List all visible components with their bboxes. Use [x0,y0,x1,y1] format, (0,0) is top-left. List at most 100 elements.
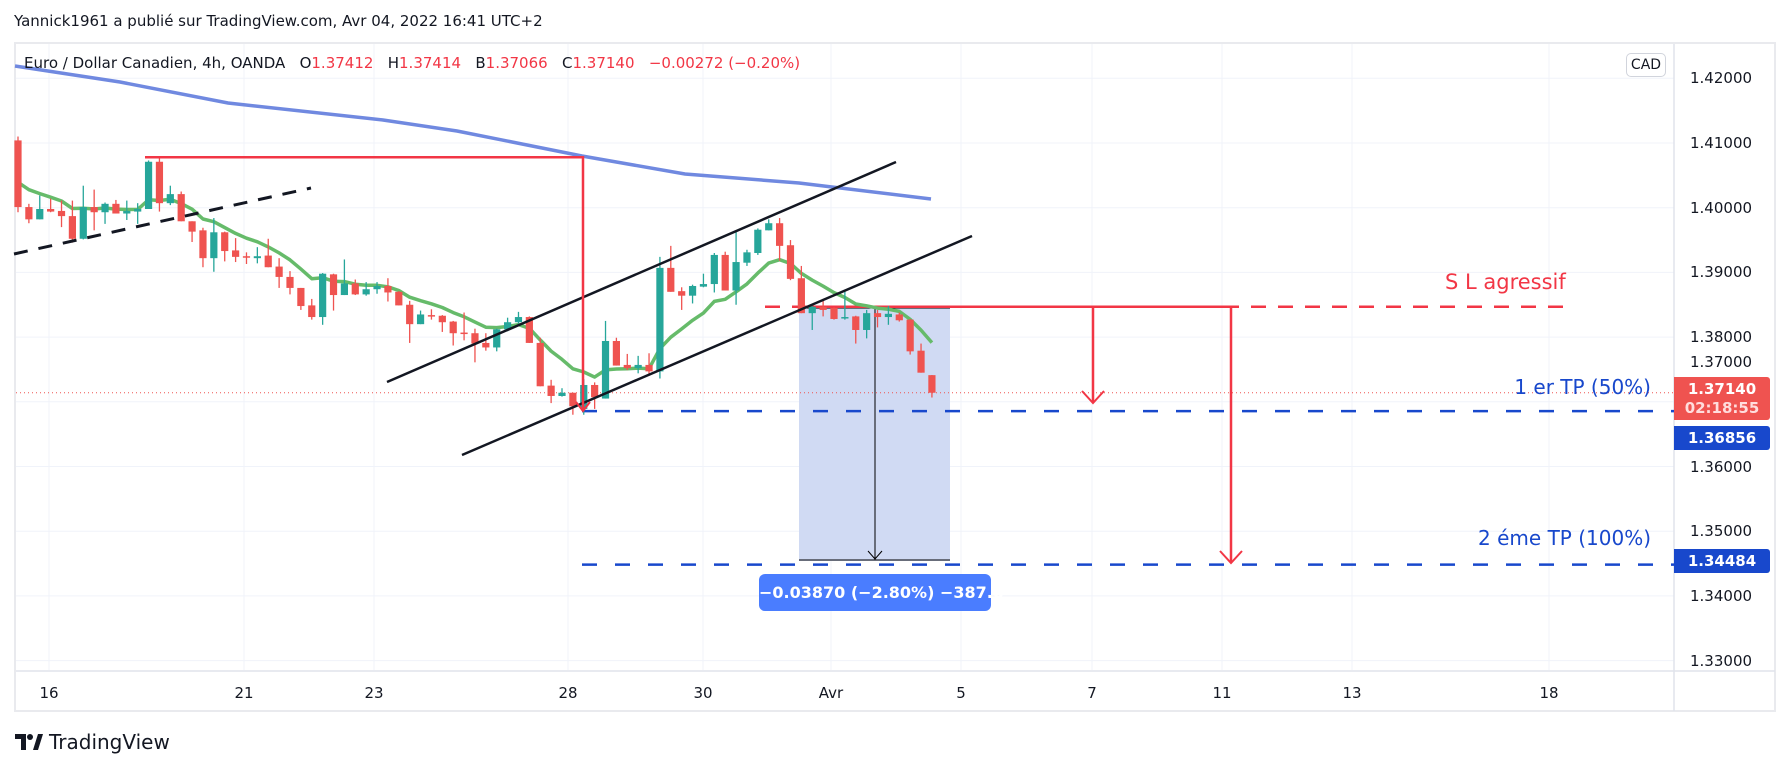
candle-up [493,328,501,352]
candle-up [36,195,44,220]
last-price-value: 1.37140 [1687,380,1757,398]
candle-body [264,255,272,268]
currency-button[interactable]: CAD [1626,53,1666,77]
candle-down [536,337,544,387]
close-label: C [562,54,573,72]
candles [14,136,936,415]
candle-down [895,312,903,322]
ma-slow-line [14,64,932,201]
candle-body [329,274,338,296]
tp2-label[interactable]: 2 éme TP (100%) [1478,526,1651,550]
resistance-projection-line [145,155,585,411]
candle-body [373,285,381,290]
candle-body [25,207,33,220]
candle-up [362,282,370,296]
price-tick-label: 1.41000 [1690,134,1753,152]
candle-down [406,300,414,343]
candle-down [667,245,675,292]
publisher-line: Yannick1961 a publié sur TradingView.com… [14,12,543,30]
time-tick-label: 5 [956,684,966,702]
price-tick-label: 1.42000 [1690,69,1753,88]
candle-body [841,317,849,319]
candle-body [732,262,740,291]
candle-down [623,353,631,371]
candle-down [776,218,784,261]
candle-down [199,227,207,268]
candle-body [232,250,240,257]
candle-down [221,231,229,262]
candle-body [221,232,229,252]
candle-up [743,249,751,266]
candle-body [493,329,501,348]
candle-body [112,203,120,214]
candle-up [210,218,218,272]
moving-averages [14,64,934,379]
candle-body [47,208,55,212]
candle-body [449,321,457,334]
symbol-legend: Euro / Dollar Canadien, 4h, OANDA O1.374… [24,54,800,72]
projection-arrow-head [575,401,591,413]
candle-body [536,342,544,387]
candle-down [112,199,120,214]
candle-body [144,161,153,209]
candle-up [884,306,892,325]
candle-body [830,307,838,319]
close-value: 1.37140 [572,54,635,72]
candle-up [601,320,610,399]
candle-body [819,306,827,310]
candle-down [90,189,98,231]
candle-body [601,340,610,399]
tradingview-logo[interactable]: TradingView [15,730,170,754]
dashed-trendline [13,186,312,256]
candle-body [101,203,109,213]
candle-down [68,200,76,243]
candle-down [547,379,555,404]
candle-body [721,254,729,291]
measure-label: −0.03870 (−2.80%) −387.0 [759,574,1004,611]
open-value: 1.37412 [311,54,374,72]
candle-body [384,285,392,293]
candle-down [819,298,827,317]
time-tick-label: 28 [558,684,578,702]
candle-down [917,343,925,373]
candle-body [623,364,631,369]
candle-body [884,313,892,318]
candle-down [177,191,185,222]
candle-up [416,310,425,325]
candle-up [699,273,708,288]
candle-body [678,291,686,296]
time-tick-label: 23 [364,684,384,702]
candle-down [232,238,240,263]
last-price-tag: 1.37140 02:18:55 [1674,377,1770,420]
stop-loss-label[interactable]: S L agressif [1445,270,1566,294]
candle-body [797,278,805,314]
candle-down [297,287,305,310]
candle-body [416,314,425,325]
candle-down [242,252,251,264]
candle-down [830,307,838,320]
candle-up [123,200,131,220]
candle-up [166,185,174,206]
candle-up [373,282,381,294]
candle-up [514,311,523,324]
candle-down [873,309,882,328]
tradingview-logo-icon [15,734,43,750]
time-tick-label: 16 [39,684,59,702]
tp1-label[interactable]: 1 er TP (50%) [1514,375,1651,399]
candle-body [710,254,718,285]
candle-up [656,256,664,379]
candle-down [14,136,22,213]
candle-body [123,210,131,214]
symbol-name[interactable]: Euro / Dollar Canadien, 4h, OANDA [24,54,286,72]
candle-body [852,316,860,330]
candle-up [144,160,153,209]
candle-body [906,319,914,352]
candle-body [155,161,164,204]
candle-up [732,230,740,305]
candle-body [177,194,185,222]
candle-up [754,228,762,255]
tp1-arrow-head [1081,390,1105,405]
candle-body [558,392,566,396]
tp2-price-tag: 1.34484 [1674,549,1770,573]
